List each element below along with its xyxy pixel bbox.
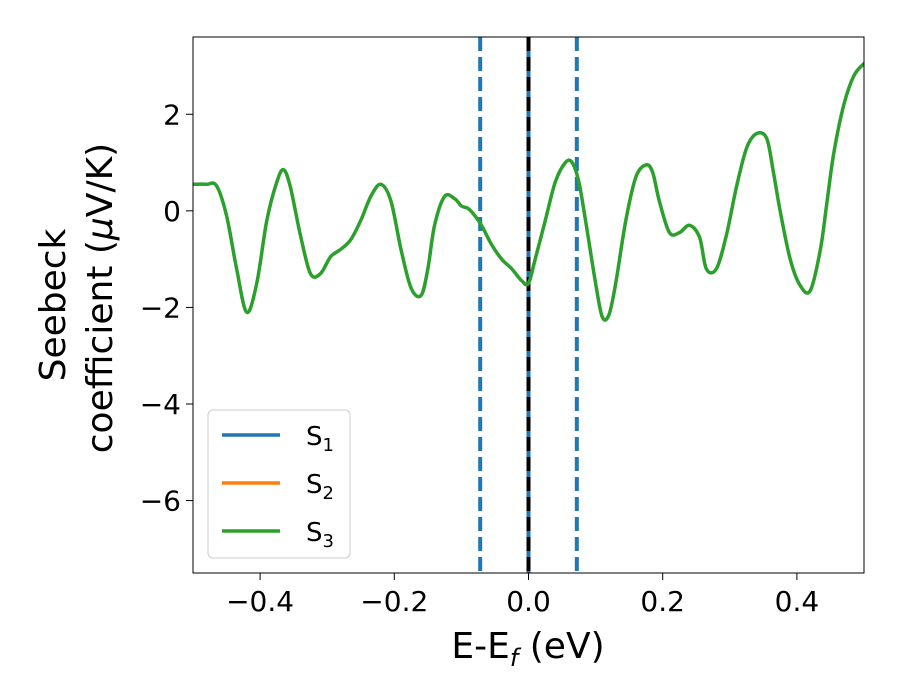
x-tick-label: 0.0 [506,585,551,618]
y-tick-label: −2 [140,291,181,324]
legend-label-s3: S3 [306,518,334,552]
legend-label-s1-subscript: 1 [323,435,334,456]
y-tick-label: 2 [163,98,181,131]
legend-label-s2: S2 [306,470,334,504]
y-axis-title-unit: V/K) [80,143,121,217]
y-axis-title-mu: μ [80,217,121,241]
series-lines [193,61,864,322]
vertical-lines [478,37,579,573]
y-tick-label: 0 [163,195,181,228]
legend-label-s2-subscript: 2 [323,483,334,504]
y-axis-ticks: −6 −4 −2 0 2 [140,98,193,518]
x-tick-label: −0.4 [226,585,294,618]
x-tick-label: 0.4 [775,585,820,618]
legend: S1 S2 S3 [207,409,351,559]
y-axis-title-line2: coefficient (μV/K) [80,143,121,453]
x-axis-ticks: −0.4 −0.2 0.0 0.2 0.4 [226,573,819,618]
y-axis-title-line1: Seebeck [33,228,74,381]
legend-label-s1: S1 [306,422,334,456]
x-tick-label: −0.2 [360,585,428,618]
x-tick-label: 0.2 [640,585,685,618]
series-line-s3 [193,61,864,322]
x-axis-title-unit: (eV) [518,626,604,667]
y-tick-label: −6 [140,485,181,518]
y-tick-label: −4 [140,388,181,421]
x-axis-title: E-Ef (eV) [451,626,604,672]
legend-label-s3-subscript: 3 [323,531,334,552]
